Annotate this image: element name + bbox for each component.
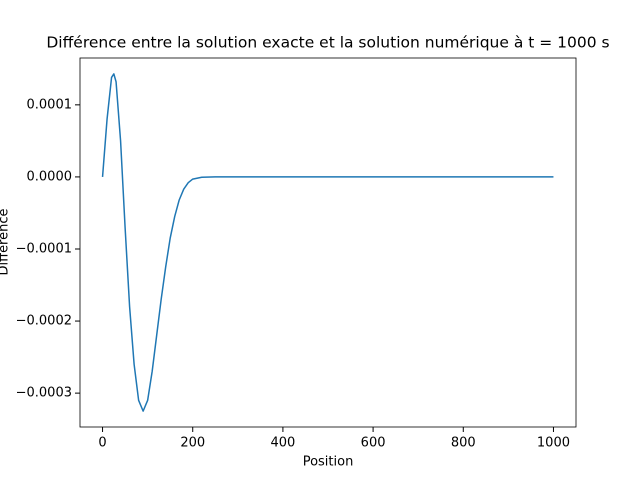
- chart-title: Différence entre la solution exacte et l…: [46, 34, 609, 52]
- x-tick-label: 400: [270, 436, 295, 451]
- y-tick-label: 0.0001: [27, 97, 73, 112]
- x-axis-label: Position: [303, 455, 354, 470]
- y-axis-label: Différence: [0, 208, 12, 275]
- x-tick-label: 1000: [537, 436, 570, 451]
- y-tick-label: −0.0003: [16, 386, 72, 401]
- x-tick-label: 800: [451, 436, 476, 451]
- plot-frame: [79, 57, 577, 428]
- y-tick-label: −0.0002: [16, 314, 72, 329]
- y-tick-label: 0.0000: [27, 169, 73, 184]
- line: [101, 73, 554, 412]
- y-tick-label: −0.0001: [16, 241, 72, 256]
- x-tick-label: 0: [98, 436, 106, 451]
- x-tick-label: 600: [361, 436, 386, 451]
- x-tick-label: 200: [180, 436, 205, 451]
